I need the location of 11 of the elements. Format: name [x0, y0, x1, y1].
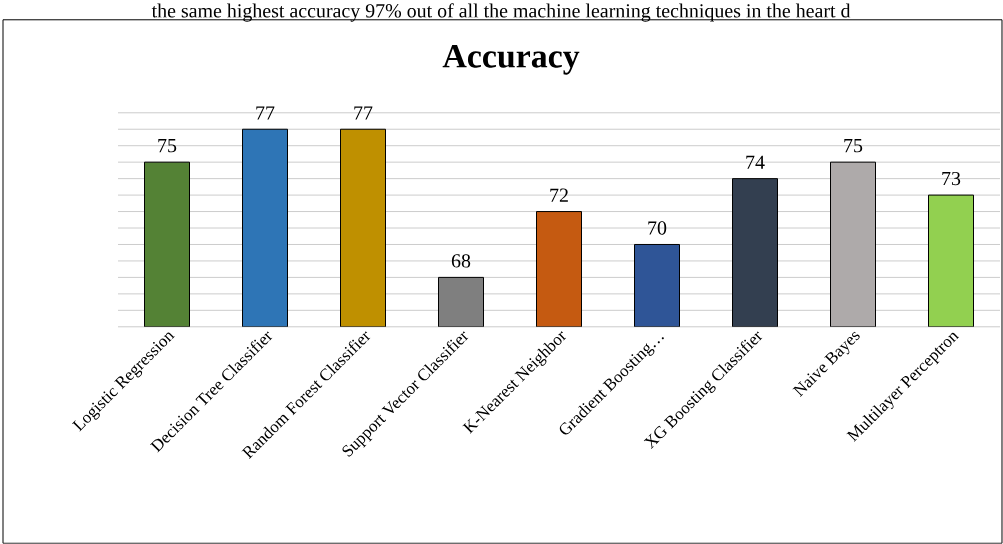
data-label: 68	[451, 254, 471, 268]
data-label: 77	[354, 106, 373, 120]
data-label: 70	[648, 221, 667, 235]
data-label: 74	[746, 155, 765, 169]
data-label: 75	[844, 139, 863, 153]
data-label: 73	[942, 172, 961, 186]
data-label: 77	[256, 106, 275, 120]
data-label: 72	[550, 188, 568, 202]
chart-title: Accuracy	[442, 45, 580, 75]
text: the same highest accuracy 97% out of all the machine learning techniques in the heart d	[151, 3, 851, 22]
data-label: 75	[158, 139, 177, 153]
